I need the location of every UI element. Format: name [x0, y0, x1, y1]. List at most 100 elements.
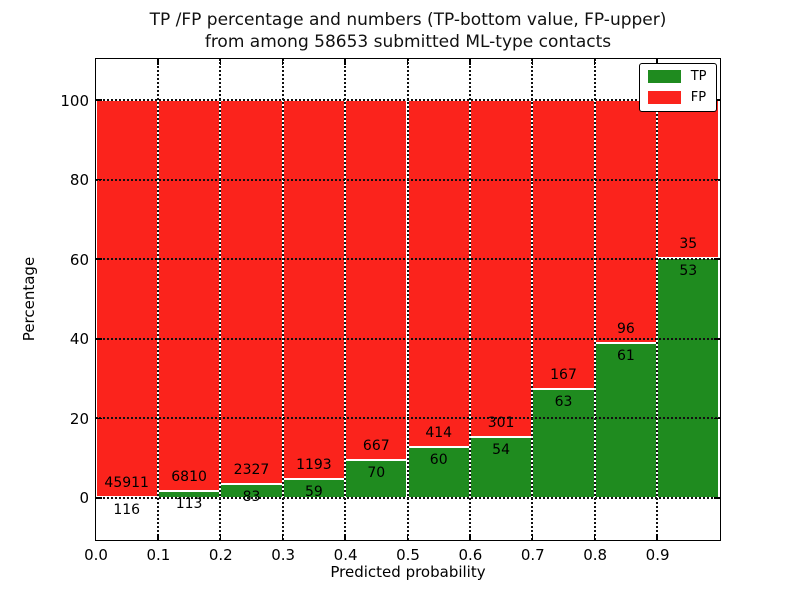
y-tick-label: 20 [69, 409, 89, 428]
x-tick-mark [406, 533, 409, 540]
x-tick-mark [94, 58, 97, 65]
horizontal-gridline [95, 417, 720, 420]
vertical-gridline [219, 58, 222, 540]
y-tick-mark [713, 178, 720, 181]
y-tick-label: 80 [69, 171, 89, 190]
y-tick-label: 100 [60, 91, 89, 110]
fp-bar-segment [532, 100, 595, 389]
tp-count-label: 53 [679, 263, 698, 280]
x-tick-mark [344, 533, 346, 540]
x-tick-mark [656, 58, 658, 65]
y-tick-mark [95, 497, 102, 499]
vertical-gridline [593, 58, 596, 540]
tp-bar-segment [594, 343, 658, 498]
y-tick-mark [95, 338, 102, 340]
x-tick-label: 0.6 [458, 546, 483, 564]
x-tick-label: 0.9 [645, 546, 670, 564]
tp-count-label: 63 [554, 393, 573, 410]
x-tick-label: 0.4 [333, 546, 358, 564]
fp-count-label: 2327 [233, 462, 270, 479]
fp-bar-segment [469, 100, 533, 438]
x-tick-label: 0.1 [146, 546, 171, 564]
x-tick-label: 0.0 [84, 546, 108, 564]
x-tick-mark [531, 533, 534, 540]
vertical-gridline [531, 58, 534, 540]
x-tick-mark [94, 533, 97, 540]
legend: TP FP [638, 62, 717, 112]
chart-title: TP /FP percentage and numbers (TP-bottom… [96, 9, 720, 53]
fp-count-label: 167 [550, 366, 577, 383]
fp-bar-segment [157, 100, 221, 492]
horizontal-gridline [95, 337, 720, 340]
y-tick-mark [713, 497, 720, 499]
y-tick-mark [713, 338, 720, 340]
x-tick-mark [531, 58, 534, 65]
x-tick-mark [281, 533, 284, 540]
y-tick-mark [95, 99, 102, 101]
x-tick-mark [157, 533, 159, 540]
tp-count-label: 83 [242, 489, 261, 506]
x-tick-mark [157, 58, 159, 65]
x-tick-label: 0.2 [208, 546, 233, 564]
fp-bar-segment [95, 100, 158, 497]
legend-item-fp: FP [647, 89, 707, 105]
vertical-gridline [344, 58, 347, 540]
horizontal-gridline [95, 99, 720, 102]
fp-swatch-icon [647, 91, 681, 104]
fp-bar-segment [345, 100, 408, 460]
fp-count-label: 301 [487, 415, 515, 432]
fp-count-label: 45911 [104, 474, 149, 491]
fp-count-label: 1193 [296, 457, 332, 474]
tp-count-label: 54 [492, 442, 510, 459]
x-tick-mark [593, 533, 596, 540]
x-tick-mark [469, 533, 471, 540]
vertical-gridline [656, 58, 659, 540]
x-tick-mark [219, 533, 222, 540]
y-tick-mark [713, 258, 720, 260]
y-tick-mark [95, 178, 102, 181]
x-tick-label: 0.8 [583, 546, 608, 564]
tp-count-label: 61 [616, 348, 635, 365]
legend-label: FP [690, 89, 707, 105]
legend-label: TP [690, 68, 707, 84]
fp-bar-segment [220, 100, 283, 485]
tp-count-label: 60 [429, 452, 448, 469]
x-tick-mark [344, 58, 346, 65]
y-tick-mark [713, 417, 720, 419]
fp-count-label: 667 [362, 438, 390, 454]
y-tick-mark [95, 417, 102, 419]
tp-count-label: 59 [304, 484, 323, 501]
fp-count-label: 96 [616, 321, 635, 338]
fp-count-label: 414 [425, 425, 453, 442]
tp-bar-segment [657, 258, 720, 498]
tp-count-label: 113 [175, 496, 203, 513]
fp-count-label: 6810 [171, 469, 207, 486]
y-tick-mark [95, 258, 102, 260]
vertical-gridline [468, 58, 471, 540]
legend-item-tp: TP [647, 68, 707, 84]
tp-swatch-icon [647, 70, 681, 83]
chart-title-line1: TP /FP percentage and numbers (TP-bottom… [149, 10, 667, 30]
plot-area: TP FP 45911 116 6810 113 2327 83 1193 59 667 70 414… [94, 57, 721, 541]
y-tick-mark [713, 99, 720, 101]
y-tick-label: 60 [69, 250, 89, 269]
tp-count-label: 70 [367, 465, 386, 481]
chart-title-line2: from among 58653 submitted ML-type conta… [204, 32, 612, 52]
fp-bar-segment [407, 100, 470, 448]
fp-bar-segment [594, 100, 658, 344]
x-axis-label: Predicted probability [330, 563, 486, 581]
horizontal-gridline [95, 178, 720, 181]
x-tick-mark [406, 58, 409, 65]
x-tick-label: 0.5 [396, 546, 420, 564]
fp-bar-segment [282, 100, 346, 480]
x-tick-mark [469, 58, 471, 65]
x-tick-mark [219, 58, 222, 65]
vertical-gridline [281, 58, 284, 540]
vertical-gridline [156, 58, 159, 540]
vertical-gridline [406, 58, 409, 540]
x-tick-mark [593, 58, 596, 65]
horizontal-gridline [95, 496, 720, 499]
y-tick-label: 40 [69, 330, 89, 349]
x-tick-mark [656, 533, 658, 540]
